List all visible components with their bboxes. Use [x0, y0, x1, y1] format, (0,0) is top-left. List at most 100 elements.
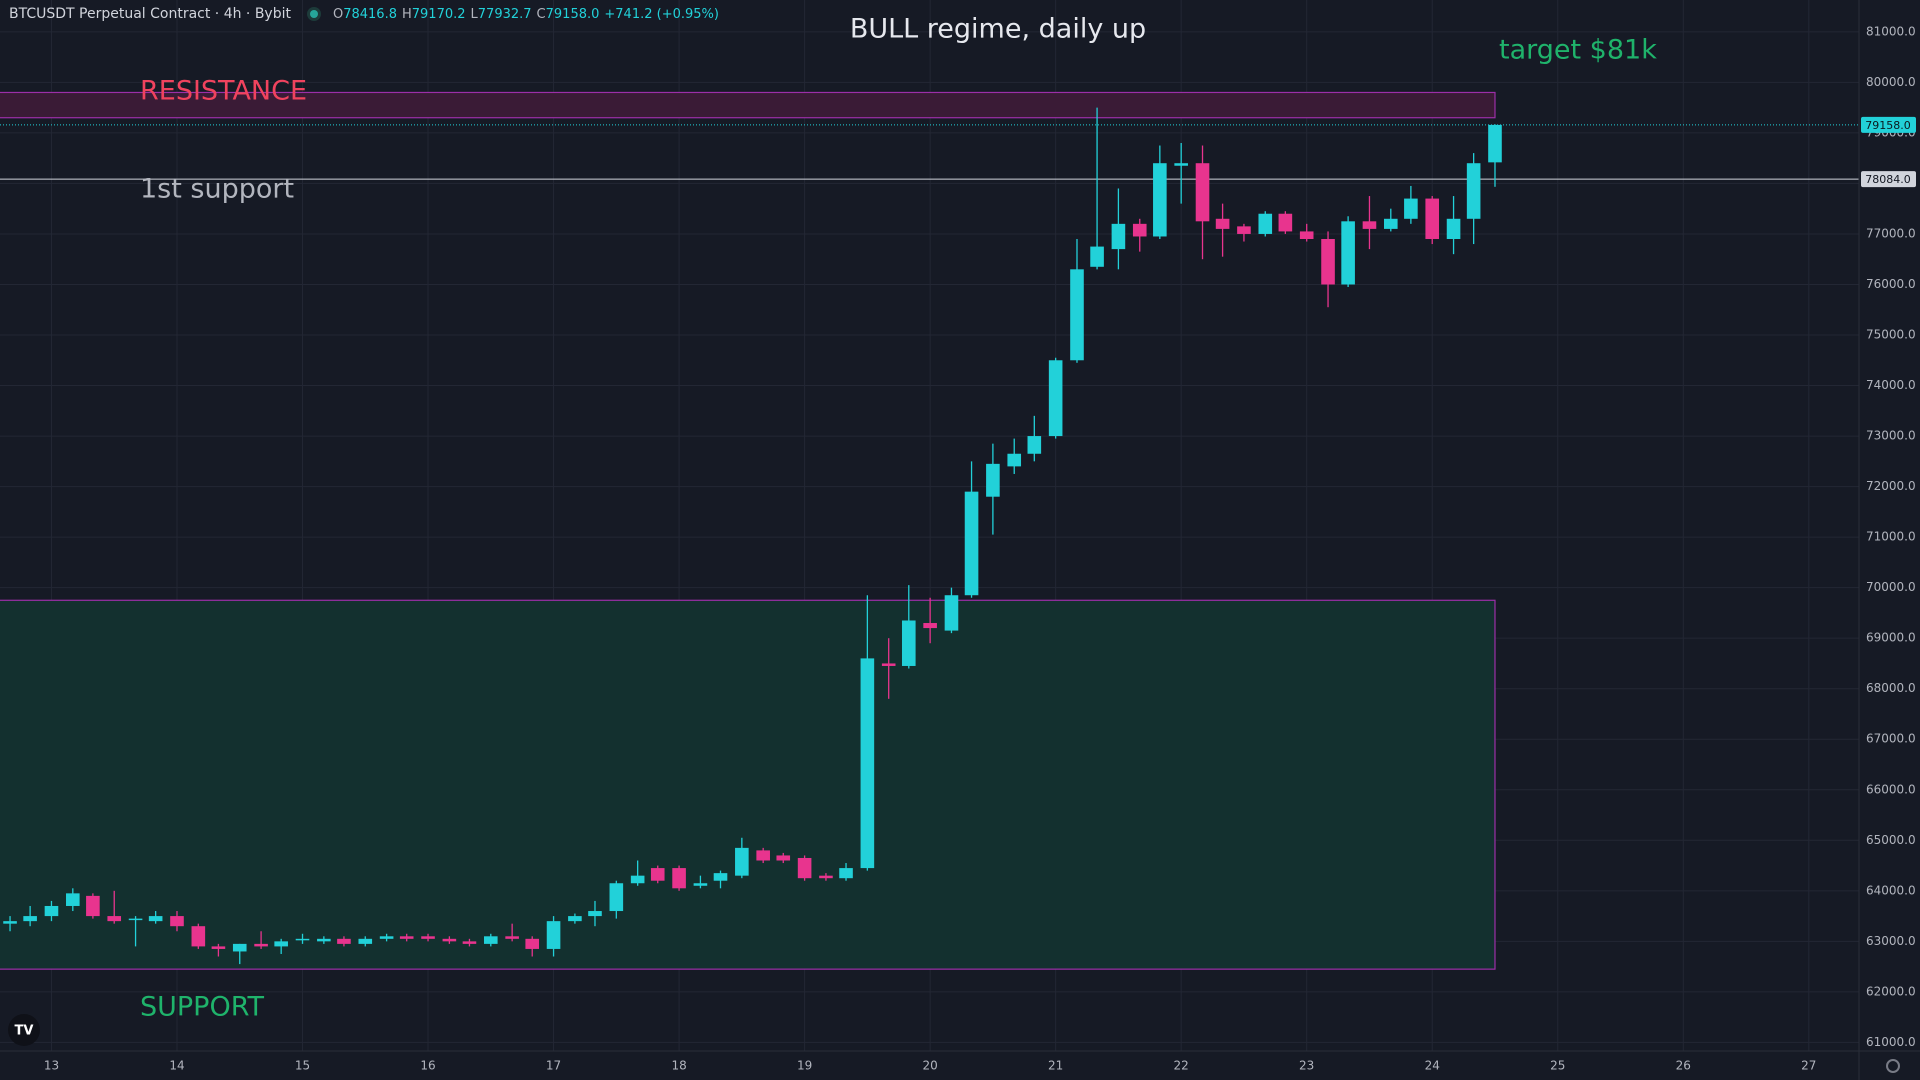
candle-body: [1111, 223, 1126, 250]
y-tick-label: 65000.0: [1866, 833, 1916, 847]
candle-body: [66, 893, 80, 906]
candle-body: [44, 905, 59, 917]
y-tick-label: 62000.0: [1866, 984, 1916, 998]
candle-body: [1466, 163, 1481, 219]
ohlc-key: O: [332, 6, 344, 22]
candle-body: [839, 868, 853, 879]
candle-body: [1446, 218, 1461, 240]
candle-body: [797, 857, 812, 879]
candle-body: [442, 938, 457, 942]
zone: [0, 599, 1496, 970]
price-tag-label: 78084.0: [1865, 173, 1911, 186]
y-tick-label: 74000.0: [1866, 378, 1916, 392]
change: +741.2 (+0.95%): [604, 6, 719, 22]
candle-body: [1027, 436, 1042, 454]
ohlc-value: 79158.0: [545, 6, 600, 22]
y-tick-label: 63000.0: [1866, 934, 1916, 948]
candle-body: [1321, 239, 1335, 285]
candle-body: [923, 623, 937, 629]
candle-body: [421, 936, 435, 939]
candle-body: [630, 875, 645, 884]
ohlc-value: 77932.7: [477, 6, 532, 22]
y-tick-label: 72000.0: [1866, 479, 1916, 493]
candle-body: [735, 847, 749, 876]
candle-body: [588, 911, 602, 917]
y-tick-label: 71000.0: [1866, 530, 1916, 544]
annotation: RESISTANCE: [140, 76, 307, 107]
x-tick-label: 19: [797, 1059, 812, 1073]
candle-body: [1195, 163, 1210, 222]
candle-body: [317, 938, 331, 942]
candle-body: [1278, 213, 1293, 232]
candle-body: [546, 921, 561, 949]
y-tick-label: 77000.0: [1866, 226, 1916, 240]
zone: [0, 91, 1496, 119]
candle-body: [379, 936, 394, 939]
x-tick-label: 21: [1048, 1059, 1063, 1073]
candle-body: [1404, 198, 1418, 219]
candle-body: [295, 938, 310, 941]
y-tick-label: 68000.0: [1866, 681, 1916, 695]
candle-body: [399, 936, 414, 939]
y-tick-label: 67000.0: [1866, 732, 1916, 746]
candle-body: [148, 916, 163, 922]
candle-body: [128, 918, 143, 921]
candle-body: [693, 883, 708, 886]
candle-body: [232, 943, 247, 952]
status-dot: [309, 10, 318, 18]
candle-body: [505, 936, 519, 939]
annotation: target $81k: [1499, 35, 1657, 66]
candle-body: [672, 868, 686, 889]
ohlc-value: 78416.8: [343, 6, 397, 22]
x-tick-label: 23: [1299, 1059, 1314, 1073]
candle-body: [776, 855, 791, 861]
x-tick-label: 15: [295, 1059, 310, 1073]
candle-body: [1237, 226, 1251, 234]
y-tick-label: 73000.0: [1866, 429, 1916, 443]
y-tick-label: 66000.0: [1866, 782, 1916, 796]
ohlc-key: C: [536, 6, 546, 22]
y-tick-label: 70000.0: [1866, 580, 1916, 594]
candle-body: [1132, 223, 1147, 237]
candle-body: [881, 663, 896, 666]
candle-body: [1425, 198, 1440, 240]
candle-body: [1153, 163, 1167, 237]
candle-body: [650, 868, 665, 881]
x-tick-label: 20: [922, 1059, 937, 1073]
candle-body: [1070, 269, 1084, 361]
annotation: 1st support: [140, 174, 294, 205]
candle-body: [609, 883, 624, 912]
x-tick-label: 27: [1801, 1059, 1816, 1073]
candle-body: [1383, 218, 1398, 229]
candle-body: [1007, 453, 1022, 467]
ohlc-value: 79170.2: [411, 6, 466, 22]
x-tick-label: 13: [44, 1059, 59, 1073]
candle-body: [462, 941, 477, 944]
candle-body: [191, 926, 206, 947]
candle-body: [211, 946, 226, 949]
y-tick-label: 76000.0: [1866, 277, 1916, 291]
annotation: BULL regime, daily up: [850, 14, 1146, 45]
candle-body: [86, 895, 100, 917]
candle-body: [964, 491, 979, 596]
candle-body: [1362, 221, 1377, 229]
candle-body: [274, 941, 288, 947]
candle-body: [1341, 221, 1355, 285]
candle-body: [1090, 246, 1104, 267]
y-tick-label: 69000.0: [1866, 631, 1916, 645]
settings-icon[interactable]: [1886, 1059, 1900, 1073]
y-tick-label: 81000.0: [1866, 24, 1916, 38]
candle-body: [483, 936, 498, 944]
candle-body: [1174, 163, 1188, 166]
price-tag-label: 79158.0: [1865, 119, 1911, 132]
x-tick-label: 16: [420, 1059, 435, 1073]
header: BTCUSDT Perpetual Contract · 4h · Bybit …: [9, 6, 719, 22]
candle-body: [525, 938, 540, 949]
candle-body: [1488, 124, 1502, 163]
candle-body: [337, 938, 351, 944]
candle-body: [254, 943, 268, 947]
candle-body: [1299, 231, 1314, 240]
candle-body: [568, 916, 582, 922]
candle-body: [713, 873, 728, 881]
tv-logo[interactable]: TV: [8, 1014, 40, 1046]
